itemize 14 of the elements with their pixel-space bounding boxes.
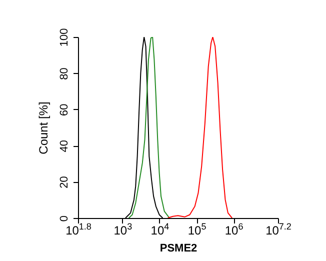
y-tick-label: 100 (58, 28, 70, 47)
x-tick-label: 10$^{1.8}$ (66, 222, 92, 238)
y-tick-label: 60 (58, 104, 70, 116)
x-axis-title: PSME2 (160, 242, 198, 254)
x-tick-label: 10$^{3}$ (114, 222, 132, 238)
y-tick-label: 80 (58, 68, 70, 80)
y-tick-label: 20 (58, 176, 70, 188)
x-tick-label: 10$^{6}$ (224, 222, 244, 238)
y-axis-title: Count [%] (36, 102, 50, 154)
x-tick-label: 10$^{5}$ (188, 222, 206, 238)
y-tick-label: 40 (58, 140, 70, 152)
x-tick-label: 10$^{7.2}$ (266, 222, 292, 238)
x-tick-label: 10$^{4}$ (150, 222, 170, 238)
y-tick-label: 0 (58, 215, 70, 222)
